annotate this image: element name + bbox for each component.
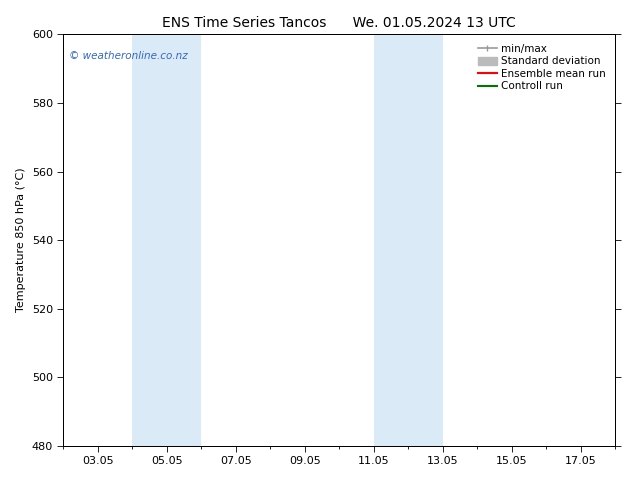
- Bar: [133, 34, 202, 446]
- Y-axis label: Temperature 850 hPa (°C): Temperature 850 hPa (°C): [16, 168, 26, 313]
- Text: © weatheronline.co.nz: © weatheronline.co.nz: [69, 51, 188, 61]
- Title: ENS Time Series Tancos      We. 01.05.2024 13 UTC: ENS Time Series Tancos We. 01.05.2024 13…: [162, 16, 516, 30]
- Legend: min/max, Standard deviation, Ensemble mean run, Controll run: min/max, Standard deviation, Ensemble me…: [474, 40, 610, 96]
- Bar: [373, 34, 443, 446]
